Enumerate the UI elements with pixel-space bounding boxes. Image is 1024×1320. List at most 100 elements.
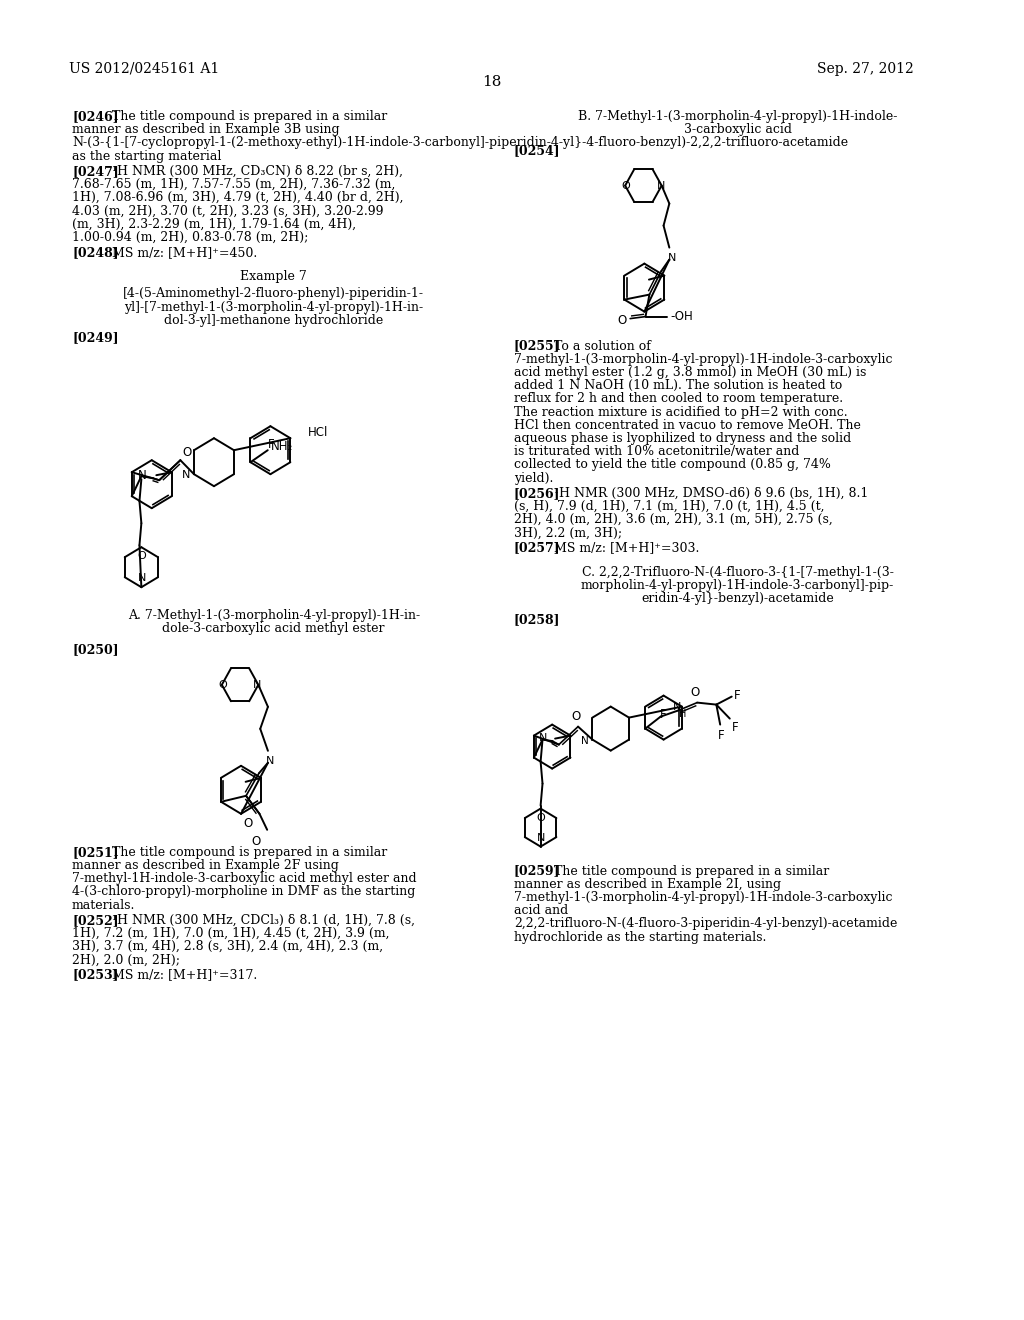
- Text: F: F: [733, 689, 740, 702]
- Text: [0246]: [0246]: [72, 110, 119, 123]
- Text: dole-3-carboxylic acid methyl ester: dole-3-carboxylic acid methyl ester: [163, 623, 385, 635]
- Text: The title compound is prepared in a similar: The title compound is prepared in a simi…: [112, 846, 387, 859]
- Text: 2H), 2.0 (m, 2H);: 2H), 2.0 (m, 2H);: [72, 953, 180, 966]
- Text: N-(3-{1-[7-cyclopropyl-1-(2-methoxy-ethyl)-1H-indole-3-carbonyl]-piperidin-4-yl}: N-(3-{1-[7-cyclopropyl-1-(2-methoxy-ethy…: [72, 136, 848, 149]
- Text: O: O: [690, 686, 699, 700]
- Text: acid methyl ester (1.2 g, 3.8 mmol) in MeOH (30 mL) is: acid methyl ester (1.2 g, 3.8 mmol) in M…: [514, 366, 866, 379]
- Text: 3-carboxylic acid: 3-carboxylic acid: [683, 123, 792, 136]
- Text: manner as described in Example 2F using: manner as described in Example 2F using: [72, 859, 339, 873]
- Text: dol-3-yl]-methanone hydrochloride: dol-3-yl]-methanone hydrochloride: [164, 314, 383, 327]
- Text: N: N: [265, 756, 274, 766]
- Text: N: N: [673, 702, 681, 711]
- Text: HCl: HCl: [308, 425, 329, 438]
- Text: N: N: [138, 469, 146, 482]
- Text: 1.00-0.94 (m, 2H), 0.83-0.78 (m, 2H);: 1.00-0.94 (m, 2H), 0.83-0.78 (m, 2H);: [72, 231, 308, 244]
- Text: [0256]: [0256]: [514, 487, 560, 500]
- Text: N: N: [540, 733, 548, 743]
- Text: O: O: [137, 552, 145, 561]
- Text: reflux for 2 h and then cooled to room temperature.: reflux for 2 h and then cooled to room t…: [514, 392, 843, 405]
- Text: aqueous phase is lyophilized to dryness and the solid: aqueous phase is lyophilized to dryness …: [514, 432, 851, 445]
- Text: MS m/z: [M+H]⁺=317.: MS m/z: [M+H]⁺=317.: [112, 969, 257, 982]
- Text: 7-methyl-1H-indole-3-carboxylic acid methyl ester and: 7-methyl-1H-indole-3-carboxylic acid met…: [72, 873, 417, 886]
- Text: -OH: -OH: [671, 310, 693, 323]
- Text: F: F: [660, 708, 667, 721]
- Text: acid and: acid and: [514, 904, 568, 917]
- Text: MS m/z: [M+H]⁺=303.: MS m/z: [M+H]⁺=303.: [554, 541, 699, 554]
- Text: morpholin-4-yl-propyl)-1H-indole-3-carbonyl]-pip-: morpholin-4-yl-propyl)-1H-indole-3-carbo…: [581, 579, 894, 591]
- Text: Example 7: Example 7: [241, 271, 307, 284]
- Text: The title compound is prepared in a similar: The title compound is prepared in a simi…: [554, 865, 828, 878]
- Text: F: F: [718, 729, 725, 742]
- Text: [4-(5-Aminomethyl-2-fluoro-phenyl)-piperidin-1-: [4-(5-Aminomethyl-2-fluoro-phenyl)-piper…: [123, 288, 424, 301]
- Text: F: F: [268, 438, 274, 451]
- Text: The reaction mixture is acidified to pH=2 with conc.: The reaction mixture is acidified to pH=…: [514, 405, 848, 418]
- Text: eridin-4-yl}-benzyl)-acetamide: eridin-4-yl}-benzyl)-acetamide: [641, 593, 834, 605]
- Text: B. 7-Methyl-1-(3-morpholin-4-yl-propyl)-1H-indole-: B. 7-Methyl-1-(3-morpholin-4-yl-propyl)-…: [578, 110, 897, 123]
- Text: O: O: [218, 680, 227, 690]
- Text: hydrochloride as the starting materials.: hydrochloride as the starting materials.: [514, 931, 766, 944]
- Text: The title compound is prepared in a similar: The title compound is prepared in a simi…: [112, 110, 387, 123]
- Text: N: N: [253, 680, 261, 690]
- Text: [0252]: [0252]: [72, 913, 119, 927]
- Text: [0249]: [0249]: [72, 331, 119, 345]
- Text: C. 2,2,2-Trifluoro-N-(4-fluoro-3-{1-[7-methyl-1-(3-: C. 2,2,2-Trifluoro-N-(4-fluoro-3-{1-[7-m…: [582, 566, 894, 578]
- Text: materials.: materials.: [72, 899, 135, 912]
- Text: [0251]: [0251]: [72, 846, 119, 859]
- Text: (m, 3H), 2.3-2.29 (m, 1H), 1.79-1.64 (m, 4H),: (m, 3H), 2.3-2.29 (m, 1H), 1.79-1.64 (m,…: [72, 218, 356, 231]
- Text: 4-(3-chloro-propyl)-morpholine in DMF as the starting: 4-(3-chloro-propyl)-morpholine in DMF as…: [72, 886, 416, 899]
- Text: is triturated with 10% acetonitrile/water and: is triturated with 10% acetonitrile/wate…: [514, 445, 799, 458]
- Text: US 2012/0245161 A1: US 2012/0245161 A1: [70, 62, 219, 77]
- Text: [0255]: [0255]: [514, 339, 560, 352]
- Text: O: O: [617, 314, 627, 327]
- Text: F: F: [732, 721, 738, 734]
- Text: NH₂: NH₂: [270, 440, 293, 453]
- Text: N: N: [581, 735, 589, 746]
- Text: [0259]: [0259]: [514, 865, 560, 878]
- Text: (s, H), 7.9 (d, 1H), 7.1 (m, 1H), 7.0 (t, 1H), 4.5 (t,: (s, H), 7.9 (d, 1H), 7.1 (m, 1H), 7.0 (t…: [514, 500, 824, 513]
- Text: 2H), 4.0 (m, 2H), 3.6 (m, 2H), 3.1 (m, 5H), 2.75 (s,: 2H), 4.0 (m, 2H), 3.6 (m, 2H), 3.1 (m, 5…: [514, 513, 833, 527]
- Text: [0247]: [0247]: [72, 165, 119, 178]
- Text: 3H), 3.7 (m, 4H), 2.8 (s, 3H), 2.4 (m, 4H), 2.3 (m,: 3H), 3.7 (m, 4H), 2.8 (s, 3H), 2.4 (m, 4…: [72, 940, 383, 953]
- Text: 7-methyl-1-(3-morpholin-4-yl-propyl)-1H-indole-3-carboxylic: 7-methyl-1-(3-morpholin-4-yl-propyl)-1H-…: [514, 891, 892, 904]
- Text: 1H), 7.2 (m, 1H), 7.0 (m, 1H), 4.45 (t, 2H), 3.9 (m,: 1H), 7.2 (m, 1H), 7.0 (m, 1H), 4.45 (t, …: [72, 927, 389, 940]
- Text: 7.68-7.65 (m, 1H), 7.57-7.55 (m, 2H), 7.36-7.32 (m,: 7.68-7.65 (m, 1H), 7.57-7.55 (m, 2H), 7.…: [72, 178, 395, 191]
- Text: O: O: [182, 446, 191, 458]
- Text: MS m/z: [M+H]⁺=450.: MS m/z: [M+H]⁺=450.: [112, 246, 257, 259]
- Text: [0250]: [0250]: [72, 644, 119, 656]
- Text: [0254]: [0254]: [514, 144, 560, 157]
- Text: N: N: [138, 573, 146, 583]
- Text: N: N: [668, 252, 677, 263]
- Text: O: O: [244, 817, 253, 830]
- Text: manner as described in Example 2I, using: manner as described in Example 2I, using: [514, 878, 781, 891]
- Text: N: N: [538, 833, 546, 842]
- Text: Sep. 27, 2012: Sep. 27, 2012: [817, 62, 914, 77]
- Text: collected to yield the title compound (0.85 g, 74%: collected to yield the title compound (0…: [514, 458, 830, 471]
- Text: N: N: [182, 470, 190, 480]
- Text: ¹H NMR (300 MHz, DMSO-d6) δ 9.6 (bs, 1H), 8.1: ¹H NMR (300 MHz, DMSO-d6) δ 9.6 (bs, 1H)…: [554, 487, 868, 500]
- Text: [0253]: [0253]: [72, 969, 119, 982]
- Text: [0258]: [0258]: [514, 614, 560, 627]
- Text: 7-methyl-1-(3-morpholin-4-yl-propyl)-1H-indole-3-carboxylic: 7-methyl-1-(3-morpholin-4-yl-propyl)-1H-…: [514, 352, 892, 366]
- Text: [0257]: [0257]: [514, 541, 560, 554]
- Text: O: O: [622, 181, 631, 190]
- Text: as the starting material: as the starting material: [72, 149, 221, 162]
- Text: A. 7-Methyl-1-(3-morpholin-4-yl-propyl)-1H-in-: A. 7-Methyl-1-(3-morpholin-4-yl-propyl)-…: [128, 610, 420, 622]
- Text: To a solution of: To a solution of: [554, 339, 650, 352]
- Text: 3H), 2.2 (m, 3H);: 3H), 2.2 (m, 3H);: [514, 527, 622, 540]
- Text: O: O: [251, 836, 260, 849]
- Text: yield).: yield).: [514, 471, 553, 484]
- Text: added 1 N NaOH (10 mL). The solution is heated to: added 1 N NaOH (10 mL). The solution is …: [514, 379, 842, 392]
- Text: O: O: [571, 710, 581, 723]
- Text: 1H), 7.08-6.96 (m, 3H), 4.79 (t, 2H), 4.40 (br d, 2H),: 1H), 7.08-6.96 (m, 3H), 4.79 (t, 2H), 4.…: [72, 191, 403, 205]
- Text: ¹H NMR (300 MHz, CDCl₃) δ 8.1 (d, 1H), 7.8 (s,: ¹H NMR (300 MHz, CDCl₃) δ 8.1 (d, 1H), 7…: [112, 913, 415, 927]
- Text: manner as described in Example 3B using: manner as described in Example 3B using: [72, 123, 340, 136]
- Text: 2,2,2-trifluoro-N-(4-fluoro-3-piperidin-4-yl-benzyl)-acetamide: 2,2,2-trifluoro-N-(4-fluoro-3-piperidin-…: [514, 917, 897, 931]
- Text: 4.03 (m, 2H), 3.70 (t, 2H), 3.23 (s, 3H), 3.20-2.99: 4.03 (m, 2H), 3.70 (t, 2H), 3.23 (s, 3H)…: [72, 205, 384, 218]
- Text: O: O: [537, 813, 545, 822]
- Text: HCl then concentrated in vacuo to remove MeOH. The: HCl then concentrated in vacuo to remove…: [514, 418, 860, 432]
- Text: yl]-[7-methyl-1-(3-morpholin-4-yl-propyl)-1H-in-: yl]-[7-methyl-1-(3-morpholin-4-yl-propyl…: [124, 301, 423, 314]
- Text: [0248]: [0248]: [72, 246, 119, 259]
- Text: 18: 18: [482, 75, 502, 88]
- Text: N: N: [656, 181, 665, 190]
- Text: ¹H NMR (300 MHz, CD₃CN) δ 8.22 (br s, 2H),: ¹H NMR (300 MHz, CD₃CN) δ 8.22 (br s, 2H…: [112, 165, 402, 178]
